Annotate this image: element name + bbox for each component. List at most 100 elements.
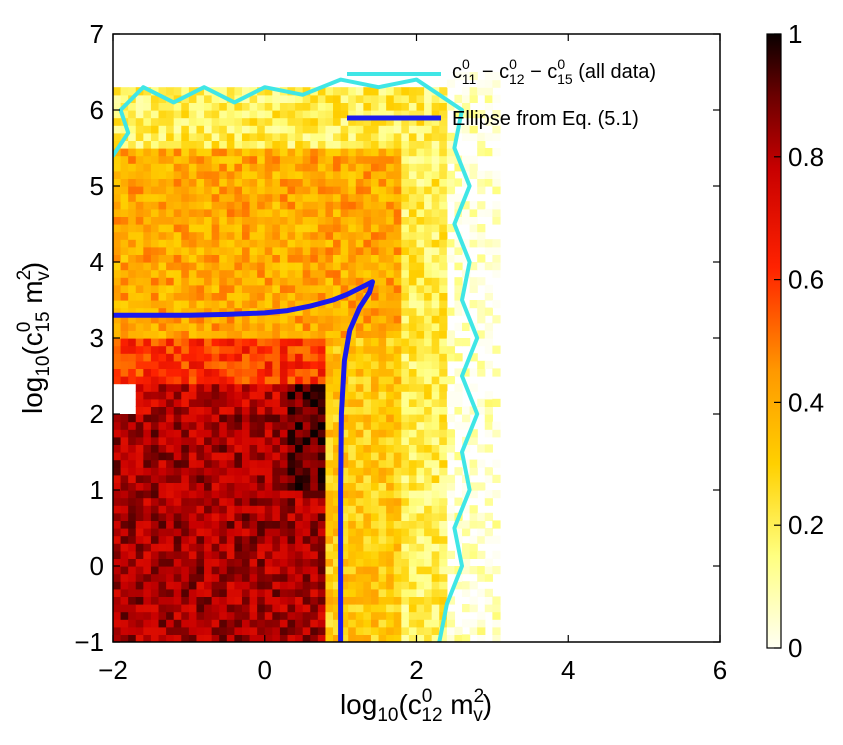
heatmap-cell: [333, 581, 342, 590]
heatmap-cell: [477, 535, 486, 544]
colorbar-tick-label: 0.6: [788, 265, 824, 295]
heatmap-cell: [143, 231, 152, 240]
heatmap-cell: [393, 102, 402, 111]
heatmap-cell: [386, 383, 395, 392]
heatmap-cell: [257, 474, 266, 483]
heatmap-cell: [219, 353, 228, 362]
heatmap-cell: [234, 459, 243, 468]
heatmap-cell: [439, 201, 448, 210]
heatmap-cell: [173, 535, 182, 544]
heatmap-cell: [128, 368, 137, 377]
heatmap-cell: [113, 581, 122, 590]
heatmap-cell: [181, 315, 190, 324]
heatmap-cell: [135, 497, 144, 506]
heatmap-cell: [348, 269, 357, 278]
heatmap-cell: [272, 459, 281, 468]
heatmap-cell: [287, 368, 296, 377]
heatmap-cell: [173, 588, 182, 597]
heatmap-cell: [279, 163, 289, 172]
heatmap-cell: [287, 338, 296, 347]
heatmap-cell: [166, 87, 175, 96]
heatmap-cell: [279, 254, 289, 263]
heatmap-cell: [113, 626, 122, 635]
heatmap-cell: [424, 315, 433, 324]
heatmap-cell: [234, 186, 243, 195]
heatmap-cell: [241, 178, 251, 187]
heatmap-cell: [310, 155, 319, 164]
heatmap-cell: [113, 155, 122, 164]
heatmap-cell: [113, 550, 122, 559]
heatmap-cell: [386, 566, 395, 575]
heatmap-cell: [272, 246, 281, 255]
heatmap-cell: [272, 360, 281, 369]
heatmap-cell: [393, 94, 402, 103]
heatmap-cell: [462, 72, 471, 81]
heatmap-cell: [393, 383, 402, 392]
heatmap-cell: [128, 535, 137, 544]
heatmap-cell: [431, 315, 440, 324]
heatmap-cell: [370, 588, 380, 597]
heatmap-cell: [408, 414, 418, 423]
heatmap-cell: [386, 246, 395, 255]
heatmap-cell: [272, 588, 281, 597]
heatmap-cell: [287, 269, 296, 278]
heatmap-cell: [166, 300, 175, 309]
heatmap-cell: [150, 353, 160, 362]
heatmap-cell: [272, 277, 281, 286]
heatmap-cell: [424, 201, 433, 210]
heatmap-cell: [378, 140, 387, 149]
heatmap-cell: [363, 543, 372, 552]
heatmap-cell: [416, 550, 425, 559]
heatmap-cell: [204, 634, 213, 642]
heatmap-cell: [249, 505, 258, 514]
heatmap-cell: [150, 634, 160, 642]
heatmap-cell: [477, 360, 486, 369]
heatmap-cell: [317, 277, 327, 286]
heatmap-cell: [492, 490, 501, 499]
heatmap-cell: [181, 604, 190, 613]
heatmap-cell: [333, 307, 342, 316]
heatmap-cell: [325, 140, 334, 149]
heatmap-cell: [393, 490, 402, 499]
heatmap-cell: [370, 102, 380, 111]
heatmap-cell: [135, 444, 144, 453]
heatmap-cell: [333, 444, 342, 453]
heatmap-cell: [120, 87, 129, 96]
heatmap-cell: [348, 421, 357, 430]
heatmap-cell: [257, 163, 266, 172]
heatmap-cell: [333, 573, 342, 582]
heatmap-cell: [204, 246, 213, 255]
heatmap-cell: [408, 201, 418, 210]
heatmap-cell: [302, 459, 311, 468]
heatmap-cell: [310, 512, 319, 521]
heatmap-cell: [150, 391, 160, 400]
heatmap-cell: [234, 246, 243, 255]
heatmap-cell: [128, 87, 137, 96]
heatmap-cell: [196, 246, 205, 255]
heatmap-cell: [249, 429, 258, 438]
heatmap-cell: [333, 117, 342, 126]
heatmap-cell: [249, 360, 258, 369]
heatmap-cell: [431, 497, 440, 506]
heatmap-cell: [386, 520, 395, 529]
heatmap-cell: [219, 322, 228, 331]
heatmap-cell: [204, 452, 213, 461]
heatmap-cell: [302, 376, 311, 385]
heatmap-cell: [249, 269, 258, 278]
heatmap-cell: [264, 360, 273, 369]
heatmap-cell: [135, 170, 144, 179]
heatmap-cell: [378, 459, 387, 468]
heatmap-cell: [241, 414, 251, 423]
heatmap-cell: [272, 216, 281, 225]
heatmap-cell: [120, 94, 129, 103]
heatmap-cell: [150, 406, 160, 415]
heatmap-cell: [226, 277, 235, 286]
heatmap-cell: [325, 254, 334, 263]
heatmap-cell: [120, 277, 129, 286]
heatmap-cell: [249, 520, 258, 529]
heatmap-cell: [279, 474, 289, 483]
heatmap-cell: [446, 224, 456, 233]
heatmap-cell: [302, 345, 311, 354]
heatmap-cell: [378, 482, 387, 491]
heatmap-cell: [355, 140, 364, 149]
